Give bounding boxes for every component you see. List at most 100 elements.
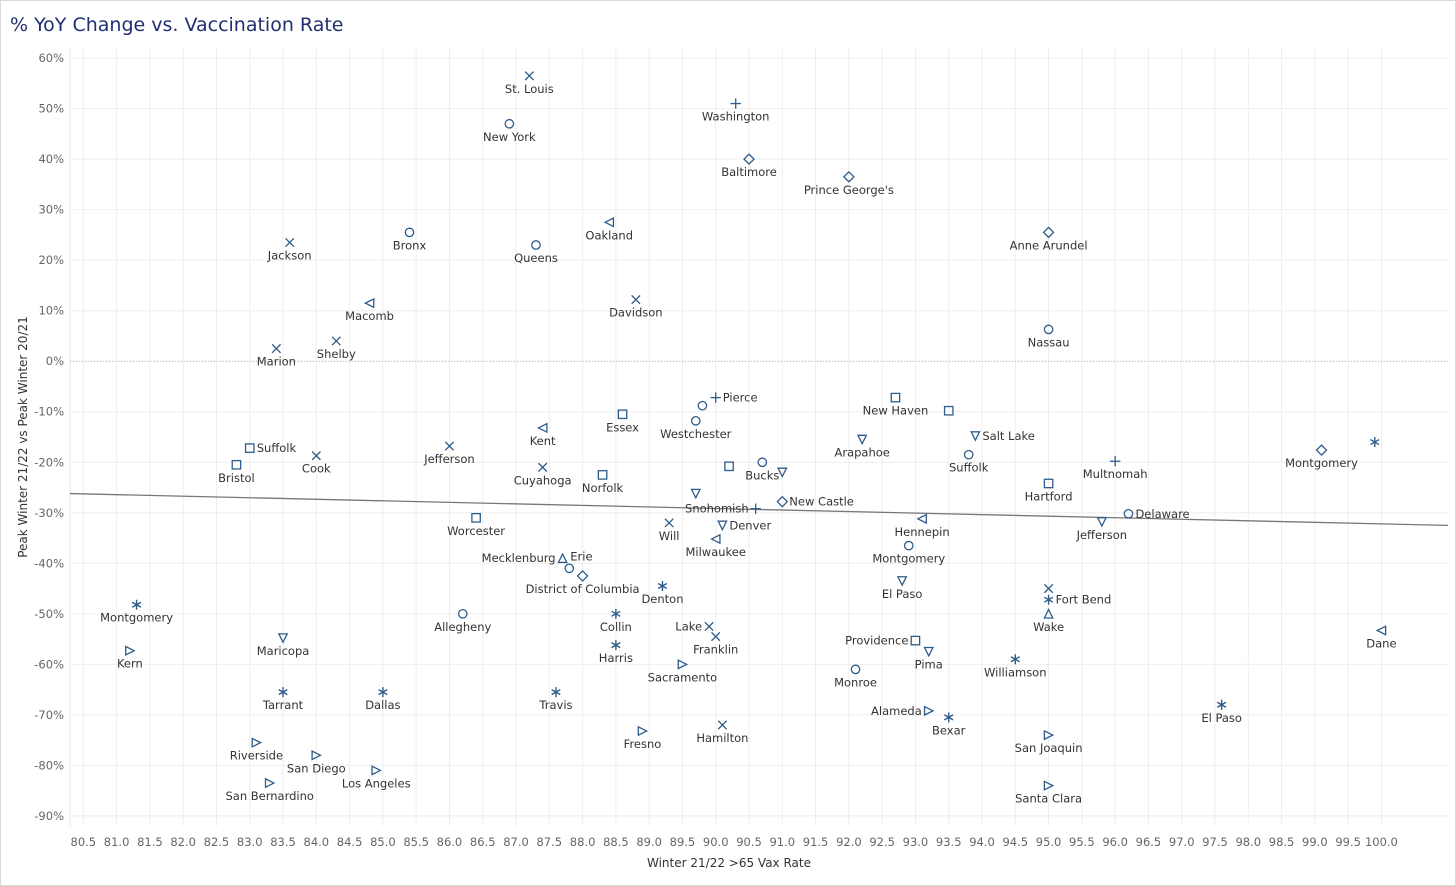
point-label: Hennepin: [895, 525, 950, 539]
point-label: Nassau: [1028, 335, 1070, 349]
point-20-marker: [617, 409, 628, 420]
point-33-marker: [724, 461, 734, 472]
point-40-marker: [750, 503, 761, 514]
x-tick-label: 91.0: [769, 835, 795, 849]
point-label: Hartford: [1025, 489, 1073, 503]
point-label: Cook: [302, 462, 331, 476]
point-27-marker: [963, 449, 974, 460]
point-label: Milwaukee: [685, 545, 745, 559]
point-32-marker: [537, 462, 548, 472]
point-label: Alameda: [871, 704, 922, 718]
point-label: Westchester: [660, 427, 732, 441]
data-points: [125, 71, 1387, 791]
point-36-marker: [597, 470, 608, 480]
point-47-marker: [710, 533, 721, 545]
point-label: Pima: [915, 658, 943, 672]
point-31-marker: [231, 459, 242, 470]
point-41-marker: [471, 512, 481, 523]
point-78-marker: [637, 725, 649, 737]
point-59-marker: [1043, 608, 1054, 619]
point-label: Maricopa: [257, 644, 310, 658]
point-39-marker: [776, 495, 789, 508]
point-label: San Diego: [287, 761, 346, 775]
x-tick-label: 97.0: [1169, 835, 1195, 849]
point-73-marker: [551, 687, 561, 698]
point-label: New Haven: [863, 404, 929, 418]
point-label: Montgomery: [872, 552, 945, 566]
point-label: Franklin: [693, 643, 738, 657]
point-68-marker: [1010, 654, 1020, 665]
point-label: Baltimore: [721, 165, 777, 179]
point-label: Bronx: [393, 238, 427, 252]
point-79-marker: [1043, 729, 1055, 741]
point-label: Snohomish: [685, 502, 749, 516]
point-label: Delaware: [1135, 507, 1189, 521]
point-label: El Paso: [882, 587, 923, 601]
point-label: Shelby: [317, 347, 356, 361]
point-72-marker: [378, 687, 388, 698]
point-label: Anne Arundel: [1010, 238, 1088, 252]
x-tick-label: 84.0: [304, 835, 330, 849]
point-label: Williamson: [984, 665, 1046, 679]
point-label: Queens: [514, 251, 558, 265]
point-label: Essex: [606, 420, 639, 434]
point-label: Oakland: [585, 228, 633, 242]
point-52-marker: [657, 581, 668, 592]
point-69-marker: [677, 659, 689, 670]
point-label: Pierce: [723, 391, 758, 405]
point-label: Travis: [538, 698, 572, 712]
point-9-marker: [603, 217, 615, 228]
point-38-marker: [690, 488, 702, 500]
point-63-marker: [277, 633, 289, 644]
point-label: Denver: [729, 518, 771, 532]
point-label: Multnomah: [1083, 467, 1148, 481]
x-tick-label: 88.5: [603, 835, 629, 849]
x-tick-label: 80.5: [71, 835, 97, 849]
point-29-marker: [1370, 437, 1380, 448]
point-10-marker: [363, 297, 375, 309]
point-label: Wake: [1033, 620, 1064, 634]
y-tick-label: 50%: [38, 102, 64, 116]
point-50-marker: [564, 563, 575, 574]
point-77-marker: [717, 720, 728, 730]
point-17-marker: [690, 415, 701, 426]
x-tick-label: 94.5: [1002, 835, 1028, 849]
point-45-marker: [717, 520, 728, 532]
point-76-marker: [944, 712, 954, 723]
point-label: Bexar: [932, 723, 966, 737]
point-7-marker: [404, 227, 415, 238]
point-label: Hamilton: [696, 731, 748, 745]
point-55-marker: [1043, 594, 1054, 605]
point-label: Harris: [599, 651, 633, 665]
point-66-marker: [125, 645, 136, 656]
point-label: Suffolk: [949, 461, 989, 475]
x-tick-label: 95.5: [1069, 835, 1095, 849]
point-21-marker: [536, 422, 548, 434]
point-label: Salt Lake: [982, 429, 1035, 443]
point-label: Fresno: [624, 737, 662, 751]
point-62-marker: [1375, 625, 1387, 636]
x-tick-label: 82.0: [170, 835, 196, 849]
x-tick-label: 86.5: [470, 835, 496, 849]
point-0-marker: [524, 71, 534, 81]
point-label: Collin: [600, 620, 632, 634]
point-label: Arapahoe: [834, 446, 889, 460]
point-label: Allegheny: [434, 620, 491, 634]
x-tick-label: 83.0: [237, 835, 263, 849]
point-34-marker: [757, 457, 768, 468]
point-49-marker: [557, 552, 568, 564]
y-tick-label: -40%: [34, 556, 64, 570]
point-46-marker: [1096, 517, 1108, 528]
x-tick-label: 98.0: [1235, 835, 1261, 849]
x-tick-label: 89.5: [670, 835, 696, 849]
point-24-marker: [244, 443, 255, 453]
point-label: Cuyahoga: [514, 473, 572, 487]
point-43-marker: [916, 513, 927, 525]
point-82-marker: [371, 765, 382, 776]
x-tick-label: 92.5: [869, 835, 895, 849]
point-label: Dallas: [365, 698, 400, 712]
y-tick-label: -70%: [34, 708, 64, 722]
y-tick-label: 20%: [38, 253, 64, 267]
point-label: Riverside: [230, 749, 283, 763]
x-tick-label: 93.0: [903, 835, 929, 849]
